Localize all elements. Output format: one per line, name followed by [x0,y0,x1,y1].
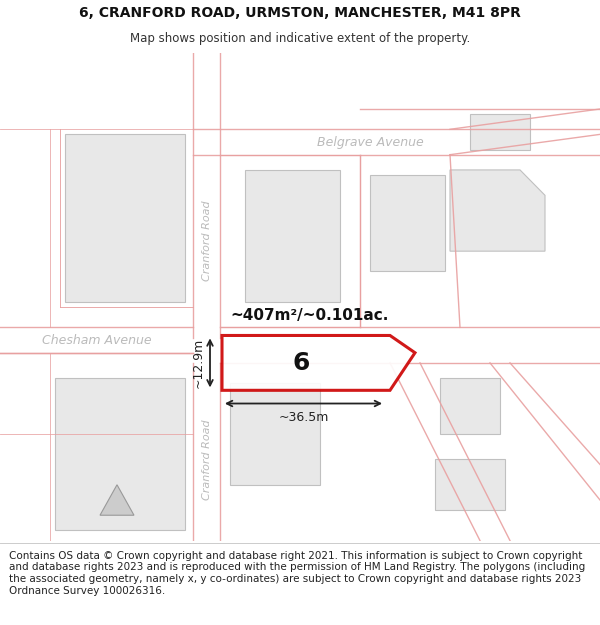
Text: Map shows position and indicative extent of the property.: Map shows position and indicative extent… [130,32,470,45]
Text: ~407m²/~0.101ac.: ~407m²/~0.101ac. [231,308,389,322]
Text: Cranford Road: Cranford Road [202,419,212,500]
Bar [245,170,340,302]
Bar [440,378,500,434]
Bar [65,134,185,302]
Text: Chesham Avenue: Chesham Avenue [42,334,152,347]
Text: Belgrave Avenue: Belgrave Avenue [317,136,424,149]
Bar [435,459,505,510]
Text: Contains OS data © Crown copyright and database right 2021. This information is : Contains OS data © Crown copyright and d… [9,551,585,596]
Polygon shape [100,485,134,515]
Text: 6: 6 [292,351,310,375]
Polygon shape [450,170,545,251]
Text: Cranford Road: Cranford Road [202,201,212,281]
Polygon shape [222,336,415,390]
Text: ~36.5m: ~36.5m [278,411,329,424]
Bar [230,383,320,485]
Bar [470,114,530,149]
Bar [370,175,445,271]
Text: 6, CRANFORD ROAD, URMSTON, MANCHESTER, M41 8PR: 6, CRANFORD ROAD, URMSTON, MANCHESTER, M… [79,6,521,20]
Bar [55,378,185,531]
Text: ~12.9m: ~12.9m [191,338,205,388]
